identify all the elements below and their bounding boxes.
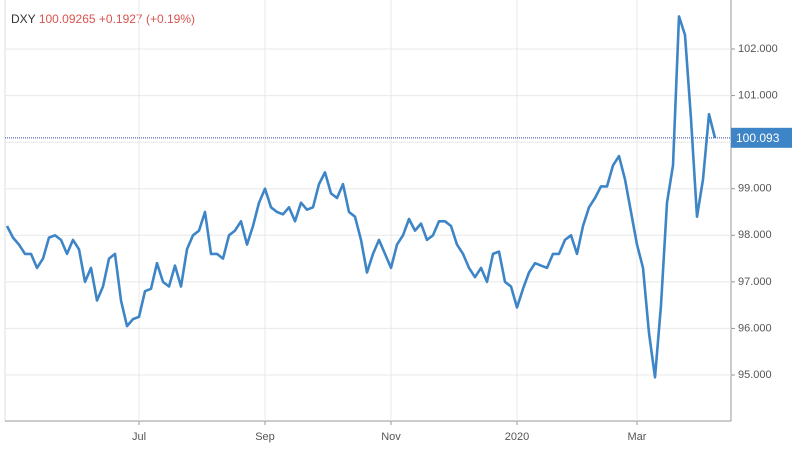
change-pct: (+0.19%): [146, 12, 195, 26]
x-tick-label: 2020: [505, 431, 529, 443]
quote: 100.09265: [39, 12, 96, 26]
y-tick-label: 97.000: [738, 276, 772, 288]
symbol: DXY: [11, 12, 36, 26]
y-tick-label: 99.000: [738, 183, 772, 195]
x-tick-label: Jul: [132, 431, 146, 443]
change: +0.1927: [99, 12, 143, 26]
y-tick-label: 95.000: [738, 369, 772, 381]
y-tick-label: 101.000: [738, 89, 778, 101]
last-value-box: [731, 127, 792, 148]
x-tick-label: Nov: [381, 431, 401, 443]
y-tick-label: 102.000: [738, 43, 778, 55]
x-tick-label: Mar: [628, 431, 647, 443]
y-tick-label: 96.000: [738, 322, 772, 334]
y-tick-label: 98.000: [738, 229, 772, 241]
header: DXY 100.09265 +0.1927 (+0.19%): [11, 12, 195, 26]
x-tick-label: Sep: [255, 431, 275, 443]
price-line: [5, 15, 717, 379]
last-value-label: 100.093: [736, 131, 780, 145]
